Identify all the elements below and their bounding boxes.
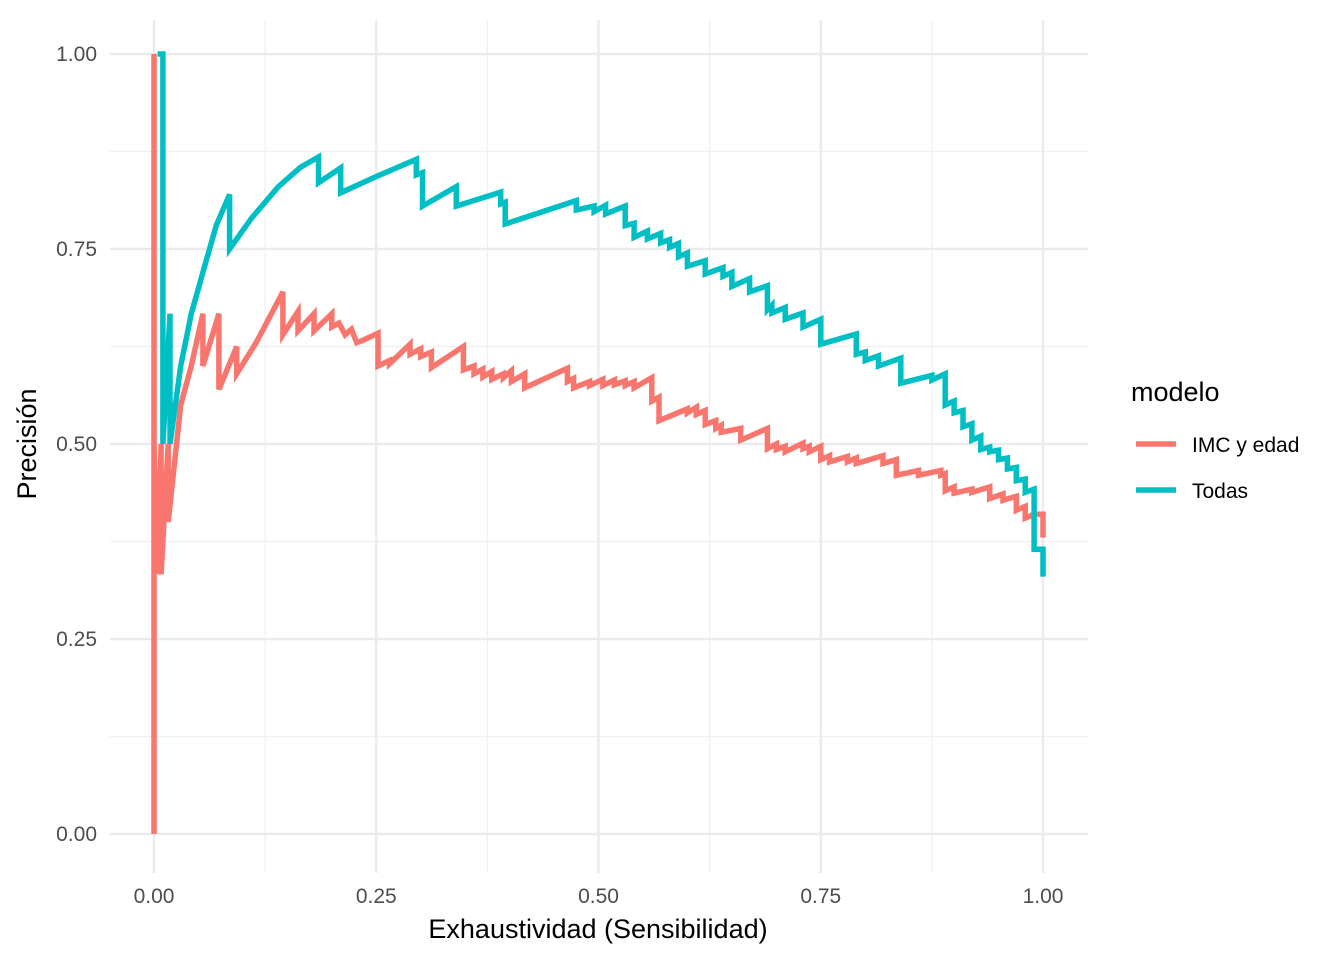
y-tick-label: 0.00 bbox=[56, 823, 97, 846]
series-line-imc-y-edad bbox=[151, 54, 1046, 834]
series-line-todas bbox=[157, 51, 1046, 577]
y-axis-label: Precisión bbox=[12, 388, 42, 499]
x-tick-label: 0.00 bbox=[134, 885, 175, 908]
legend-entry-label: Todas bbox=[1192, 480, 1248, 503]
series-layer bbox=[151, 51, 1046, 834]
legend: modelo IMC y edad Todas bbox=[1131, 377, 1299, 503]
y-tick-label: 0.50 bbox=[56, 433, 97, 456]
x-tick-label: 0.25 bbox=[356, 885, 397, 908]
x-tick-label: 0.75 bbox=[800, 885, 841, 908]
legend-items: IMC y edad Todas bbox=[1136, 434, 1299, 503]
legend-entry-label: IMC y edad bbox=[1192, 434, 1299, 457]
y-axis-ticks: 0.00 0.25 0.50 0.75 1.00 bbox=[56, 43, 97, 846]
legend-title: modelo bbox=[1131, 377, 1220, 407]
y-tick-label: 0.25 bbox=[56, 628, 97, 651]
x-tick-label: 1.00 bbox=[1023, 885, 1064, 908]
x-axis-ticks: 0.00 0.25 0.50 0.75 1.00 bbox=[134, 885, 1064, 908]
y-tick-label: 0.75 bbox=[56, 238, 97, 261]
grid-major bbox=[110, 20, 1088, 873]
y-tick-label: 1.00 bbox=[56, 43, 97, 66]
x-tick-label: 0.50 bbox=[578, 885, 619, 908]
x-axis-label: Exhaustividad (Sensibilidad) bbox=[428, 914, 767, 944]
